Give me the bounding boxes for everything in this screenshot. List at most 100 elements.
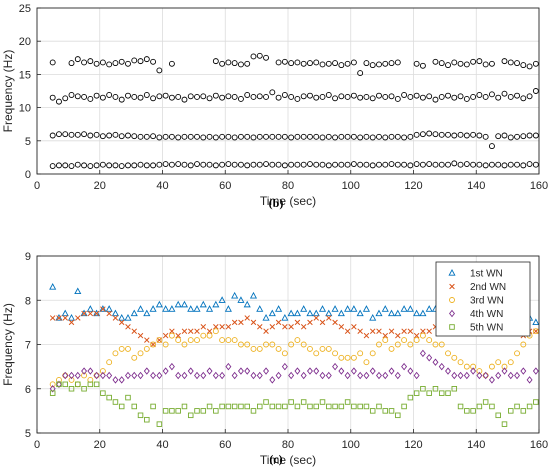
data-point (401, 134, 408, 141)
y-tick-label: 10 (19, 103, 31, 115)
data-point (68, 386, 75, 392)
data-point (495, 359, 502, 366)
data-point (457, 161, 464, 168)
x-tick-label: 0 (34, 180, 40, 192)
data-point (457, 371, 464, 380)
data-point (401, 403, 407, 410)
data-point (250, 134, 257, 141)
data-point (237, 96, 244, 102)
data-point (438, 94, 445, 100)
data-point (338, 161, 345, 168)
data-point (225, 403, 232, 410)
data-point (118, 345, 125, 352)
data-point (275, 94, 282, 101)
data-point (382, 332, 389, 339)
data-point (376, 328, 382, 334)
data-point (150, 162, 157, 169)
data-point (143, 367, 150, 375)
data-point (250, 161, 257, 168)
x-tick-label: 20 (94, 180, 106, 192)
data-point (482, 133, 489, 140)
data-point (344, 305, 352, 312)
data-point (350, 305, 358, 312)
data-point (143, 133, 150, 140)
data-point (470, 161, 477, 168)
data-point (401, 328, 407, 334)
data-point (131, 328, 138, 334)
data-point (249, 291, 258, 299)
data-point (49, 385, 56, 393)
data-point (99, 133, 106, 140)
data-point (369, 328, 376, 334)
data-point (419, 161, 426, 168)
data-point (514, 92, 520, 99)
data-point (212, 300, 220, 308)
data-point (369, 95, 376, 102)
data-point (212, 371, 219, 380)
y-tick-label: 0 (25, 169, 31, 181)
legend-marker (449, 324, 455, 330)
data-point (93, 371, 100, 380)
data-point (294, 96, 301, 102)
data-point (118, 314, 126, 321)
legend-marker (449, 283, 455, 290)
data-point (300, 341, 307, 348)
data-point (263, 94, 269, 100)
data-point (156, 337, 163, 344)
series-5 (49, 381, 539, 427)
data-point (344, 371, 351, 380)
data-point (68, 92, 75, 98)
data-point (331, 305, 339, 312)
data-point (181, 96, 188, 103)
x-tick-label: 140 (467, 180, 485, 192)
data-point (125, 345, 131, 352)
data-point (169, 328, 175, 334)
data-point (507, 94, 514, 100)
data-point (162, 367, 169, 375)
data-point (369, 367, 376, 375)
data-point (219, 161, 226, 168)
data-point (532, 88, 539, 94)
data-point (375, 309, 383, 317)
data-point (56, 162, 62, 169)
data-point (482, 399, 489, 405)
data-point (508, 408, 514, 414)
data-point (482, 162, 489, 169)
data-point (401, 362, 408, 371)
data-point (200, 332, 207, 339)
data-point (187, 412, 194, 419)
data-point (451, 354, 458, 361)
data-point (388, 408, 395, 414)
data-point (313, 133, 320, 140)
data-point (281, 58, 288, 65)
data-point (75, 381, 81, 388)
data-point (470, 363, 477, 370)
data-point (175, 371, 182, 380)
data-point (457, 93, 464, 100)
data-point (150, 403, 156, 410)
data-point (156, 421, 163, 427)
y-tick-label: 9 (25, 251, 31, 263)
data-point (156, 93, 163, 100)
data-point (363, 60, 370, 67)
data-point (250, 371, 257, 380)
data-point (382, 408, 389, 414)
x-tick-label: 80 (282, 439, 294, 451)
data-point (136, 305, 145, 312)
data-point (313, 367, 320, 375)
data-point (55, 380, 62, 389)
x-tick-label: 100 (342, 439, 360, 451)
data-point (325, 371, 332, 380)
data-point (382, 371, 389, 380)
data-point (118, 319, 125, 326)
data-point (106, 132, 113, 139)
x-tick-label: 160 (530, 180, 548, 192)
data-point (137, 332, 144, 339)
data-point (413, 92, 420, 99)
data-point (282, 324, 288, 330)
data-point (263, 367, 270, 375)
data-point (369, 350, 376, 357)
data-point (74, 287, 82, 295)
data-point (181, 341, 188, 348)
series-3 (49, 88, 539, 105)
